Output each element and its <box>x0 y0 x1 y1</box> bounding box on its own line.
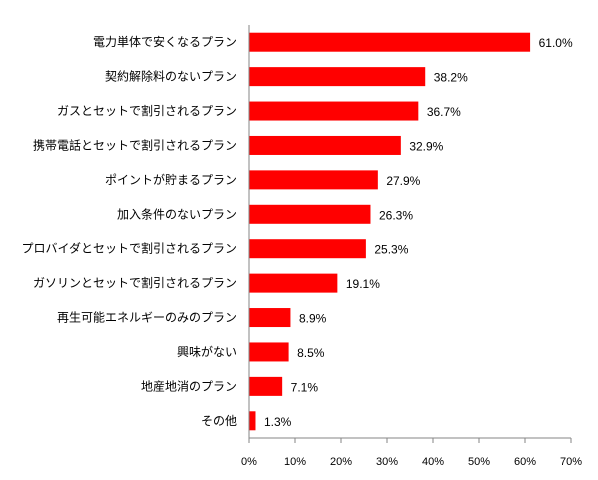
x-tick-label: 60% <box>514 456 536 468</box>
x-ticks-group: 0% 10% 20% 30% 40% 50% 60% 70% <box>241 438 582 468</box>
value-label: 32.9% <box>409 139 443 153</box>
bar <box>249 32 531 52</box>
value-label: 25.3% <box>374 243 408 257</box>
value-label: 38.2% <box>434 71 468 85</box>
category-label: ポイントが貯まるプラン <box>105 172 237 187</box>
x-tick-label: 50% <box>468 456 490 468</box>
x-tick-label: 70% <box>560 456 582 468</box>
value-label: 7.1% <box>291 380 319 394</box>
x-tick-label: 10% <box>284 456 306 468</box>
bar <box>249 204 371 224</box>
bar <box>249 411 256 431</box>
value-label: 8.9% <box>299 312 327 326</box>
category-label: ガスとセットで割引されるプラン <box>57 103 237 118</box>
category-label: ガソリンとセットで割引されるプラン <box>33 275 237 290</box>
category-label: 再生可能エネルギーのみのプラン <box>57 311 237 325</box>
value-labels-group: 61.0% 38.2% 36.7% 32.9% 27.9% 26.3% 25.3% 19.1%… <box>264 36 573 429</box>
bar <box>249 135 401 155</box>
value-label: 61.0% <box>539 36 573 50</box>
bar <box>249 376 283 396</box>
category-label: その他 <box>201 414 237 428</box>
bar <box>249 273 338 293</box>
axes-group <box>248 25 571 439</box>
category-labels-group: 電力単体で安くなるプラン契約解除料のないプランガスとセットで割引されるプラン携帯… <box>21 34 237 428</box>
value-label: 8.5% <box>297 346 325 360</box>
value-label: 1.3% <box>264 415 292 429</box>
value-label: 26.3% <box>379 208 413 222</box>
category-label: 加入条件のないプラン <box>117 207 237 221</box>
category-label: 携帯電話とセットで割引されるプラン <box>33 137 237 152</box>
value-label: 36.7% <box>427 105 461 119</box>
category-label: 興味がない <box>177 344 237 359</box>
x-tick-label: 40% <box>422 456 444 468</box>
bars-group <box>249 32 531 431</box>
bar <box>249 308 291 328</box>
value-label: 19.1% <box>346 277 380 291</box>
bar <box>249 239 366 259</box>
category-label: 契約解除料のないプラン <box>105 69 237 84</box>
value-label: 27.9% <box>386 174 420 188</box>
category-label: プロバイダとセットで割引されるプラン <box>21 241 237 256</box>
x-tick-label: 20% <box>330 456 352 468</box>
category-label: 電力単体で安くなるプラン <box>93 34 237 49</box>
category-label: 地産地消のプラン <box>141 378 237 393</box>
bar <box>249 170 378 190</box>
bar <box>249 67 426 87</box>
bar <box>249 101 419 121</box>
x-tick-label: 0% <box>241 456 257 468</box>
x-tick-label: 30% <box>376 456 398 468</box>
bar <box>249 342 289 362</box>
